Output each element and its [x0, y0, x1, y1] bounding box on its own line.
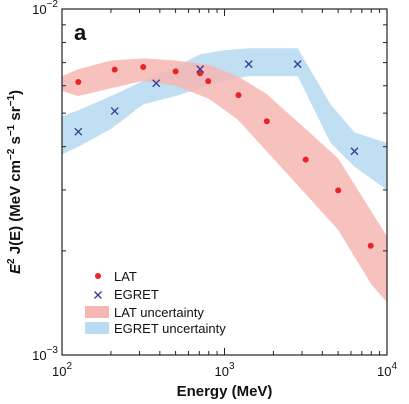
lat-point — [335, 187, 342, 194]
lat-point — [197, 70, 204, 77]
legend-lat-band-label: LAT uncertainty — [114, 305, 204, 320]
lat-point — [367, 242, 374, 249]
y-title-j: J(E) (MeV cm — [7, 160, 24, 258]
egret-uncertainty-band — [62, 48, 387, 190]
lat-point — [75, 79, 82, 85]
lat-point — [205, 78, 212, 85]
y-title-s: s — [7, 136, 24, 149]
y-title-sr-exp: −1 — [6, 95, 17, 107]
lat-point — [140, 64, 147, 70]
lat-point — [235, 92, 242, 99]
lat-point — [263, 118, 270, 125]
y-title-sq: 2 — [6, 258, 17, 264]
legend-lat-label: LAT — [114, 269, 137, 284]
x-axis-title: Energy (MeV) — [177, 383, 273, 400]
legend-egret-marker — [94, 291, 102, 299]
y-title-cm-exp: −2 — [6, 148, 17, 160]
y-tick-label: 10−3 — [32, 345, 58, 363]
y-axis-title: E2 J(E) (MeV cm−2 s−1 sr−1) — [6, 90, 24, 274]
lat-point — [302, 156, 309, 163]
y-title-s-exp: −1 — [6, 124, 17, 136]
egret-point — [74, 127, 83, 136]
data-markers — [74, 60, 374, 249]
y-title-close: ) — [7, 90, 24, 95]
lat-point — [111, 66, 118, 73]
tick-labels: 102 103 104 10−2 10−3 — [32, 0, 397, 379]
uncertainty-bands — [62, 48, 387, 303]
x-tick-label: 102 — [52, 361, 72, 379]
legend-egret-band-swatch — [85, 322, 109, 334]
panel-label: a — [74, 20, 87, 45]
egret-point — [110, 107, 119, 116]
y-tick-label: 10−2 — [32, 0, 58, 17]
x-tick-label: 104 — [377, 361, 397, 379]
axis-ticks — [61, 9, 387, 356]
legend-egret-band-label: EGRET uncertainty — [114, 321, 226, 336]
egret-point — [152, 79, 161, 88]
y-title-sr: sr — [7, 106, 24, 125]
lat-uncertainty-band — [62, 58, 387, 303]
y-title-e: E — [7, 263, 24, 274]
egret-point — [293, 60, 302, 69]
legend: LAT EGRET LAT uncertainty EGRET uncertai… — [85, 269, 226, 336]
legend-lat-band-swatch — [85, 306, 109, 318]
egret-point — [196, 65, 205, 74]
egret-point — [244, 60, 253, 69]
egret-point — [350, 147, 359, 156]
legend-lat-marker — [95, 273, 101, 279]
x-tick-label: 103 — [214, 361, 234, 379]
lat-point — [172, 68, 179, 75]
legend-egret-label: EGRET — [114, 287, 159, 302]
